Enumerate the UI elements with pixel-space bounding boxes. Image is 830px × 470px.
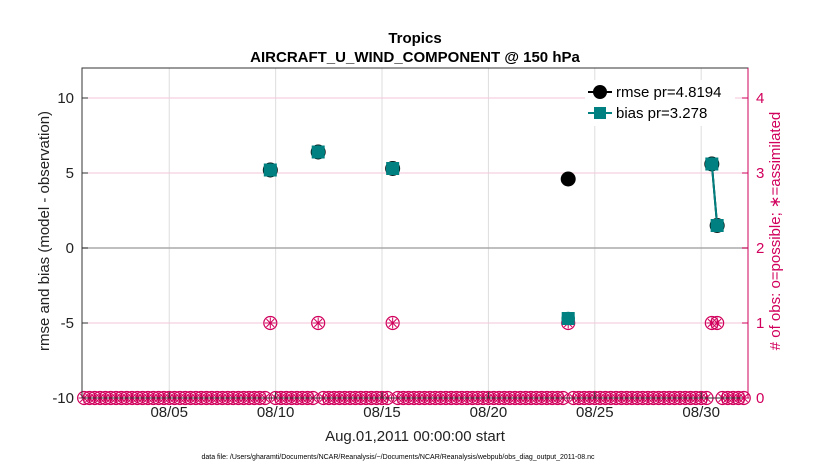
bias-point-round: [710, 218, 724, 233]
bias-point-round: [561, 311, 576, 326]
y-axis-label: rmse and bias (model - observation): [36, 111, 53, 351]
bias-point-round: [705, 157, 719, 171]
legend-rmse-label: rmse pr=4.8194: [616, 84, 721, 101]
y-tick-label: 0: [66, 240, 74, 257]
x-tick-label: 08/15: [363, 404, 401, 421]
obs-count-markers: [77, 315, 751, 406]
obs-marker: [311, 315, 326, 331]
ticks: 08/05 08/10 08/15 08/20 08/25 08/30 -10 -5 0 5 10 0…: [52, 68, 764, 421]
series-rmse: [262, 144, 725, 233]
x-tick-label: 08/05: [150, 404, 188, 421]
legend: rmse pr=4.8194 bias pr=3.278: [585, 80, 735, 126]
obs-possible-circle: [311, 315, 326, 331]
legend-bias-marker: [594, 107, 606, 119]
obs-assimilated-star: [266, 318, 275, 328]
x-tick-label: 08/25: [576, 404, 614, 421]
y-tick-label: -5: [61, 315, 74, 332]
y-right-tick-label: 2: [756, 240, 764, 257]
obs-possible-circle: [385, 315, 400, 331]
obs-assimilated-star: [313, 318, 323, 328]
y-axis-label-right: # of obs: o=possible; ∗=assimilated: [767, 112, 784, 351]
y-tick-label: 10: [57, 90, 74, 107]
x-tick-label: 08/30: [682, 404, 720, 421]
legend-box: [585, 80, 735, 126]
obs-possible-circle: [710, 315, 725, 331]
y-right-tick-label: 1: [756, 315, 764, 332]
x-tick-label: 08/10: [257, 404, 295, 421]
obs-assimilated-star: [388, 318, 397, 328]
legend-rmse-marker: [593, 85, 607, 99]
obs-marker: [710, 315, 725, 331]
bias-point-round: [311, 145, 325, 159]
obs-possible-circle: [263, 315, 278, 331]
bias-point-round: [385, 161, 400, 176]
x-tick-label: 08/20: [470, 404, 508, 421]
chart-subtitle: AIRCRAFT_U_WIND_COMPONENT @ 150 hPa: [250, 49, 580, 66]
x-axis-label: Aug.01,2011 00:00:00 start: [325, 428, 506, 445]
obs-marker: [385, 315, 400, 331]
y-right-tick-label: 4: [756, 90, 764, 107]
series-layer: [262, 144, 725, 326]
y-right-tick-label: 3: [756, 165, 764, 182]
series-bias: [263, 145, 724, 326]
rmse-point: [560, 171, 576, 187]
obs-assimilated-star: [712, 318, 722, 328]
y-tick-label: 5: [66, 165, 74, 182]
bias-line-segment: [710, 163, 719, 226]
bias-point-round: [263, 163, 278, 177]
y-right-tick-label: 0: [756, 390, 764, 407]
y-tick-label: -10: [52, 390, 74, 407]
obs-marker: [263, 315, 278, 331]
data-file-footnote: data file: /Users/gharamti/Documents/NCA…: [201, 454, 595, 461]
chart-title: Tropics: [388, 30, 441, 47]
legend-bias-label: bias pr=3.278: [616, 105, 707, 122]
